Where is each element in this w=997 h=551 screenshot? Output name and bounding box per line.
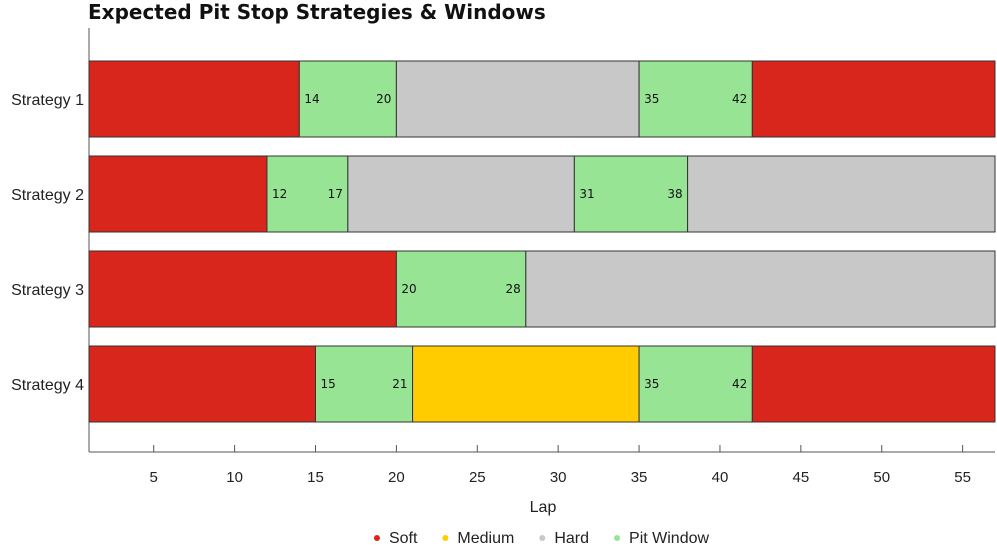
bar-segment-soft xyxy=(751,60,996,138)
pit-window-start-label: 20 xyxy=(401,282,416,296)
legend-label: Soft xyxy=(389,530,418,547)
x-tick-label: 30 xyxy=(550,469,567,486)
bar-segment-hard xyxy=(347,155,575,233)
bar-segment-hard xyxy=(395,60,640,138)
pit-window-end-label: 21 xyxy=(392,377,407,391)
x-tick-label: 15 xyxy=(307,469,324,486)
pit-window-start-label: 15 xyxy=(321,377,336,391)
plot-area: 5 10 15 20 25 30 35 40 45 50 55 Strategy 1 14 20 35 42 S… xyxy=(11,28,996,486)
x-tick-label: 55 xyxy=(954,469,971,486)
bar-segment-soft xyxy=(88,60,300,138)
x-axis-title: Lap xyxy=(530,499,557,516)
bar-segment-pit-window xyxy=(638,345,753,423)
category-label: Strategy 4 xyxy=(11,377,84,394)
bar-segment-soft xyxy=(88,250,397,328)
pit-window-end-label: 17 xyxy=(328,187,343,201)
legend: Soft Medium Hard Pit Window xyxy=(373,530,709,547)
legend-marker xyxy=(539,535,546,541)
bar-segment-hard xyxy=(525,250,996,328)
legend-label: Pit Window xyxy=(629,530,709,547)
pit-window-start-label: 31 xyxy=(579,187,594,201)
legend-marker xyxy=(614,535,621,541)
category-label: Strategy 1 xyxy=(11,92,84,109)
x-tick-label: 10 xyxy=(226,469,243,486)
bar-segment-soft xyxy=(88,155,268,233)
bar-segment-pit-window xyxy=(315,345,414,423)
x-tick-label: 40 xyxy=(712,469,729,486)
x-tick-label: 25 xyxy=(469,469,486,486)
bar-segment-soft xyxy=(88,345,316,423)
legend-marker xyxy=(442,535,449,541)
legend-item-medium: Medium xyxy=(442,530,514,547)
pit-window-end-label: 42 xyxy=(732,377,747,391)
pit-window-start-label: 12 xyxy=(272,187,287,201)
pit-window-end-label: 28 xyxy=(506,282,521,296)
bar-segment-pit-window xyxy=(395,250,527,328)
legend-item-soft: Soft xyxy=(373,530,418,547)
pit-window-end-label: 42 xyxy=(732,92,747,106)
bar-segment-pit-window xyxy=(638,60,753,138)
x-tick-label: 20 xyxy=(388,469,405,486)
category-label: Strategy 2 xyxy=(11,187,84,204)
bar-segment-soft xyxy=(751,345,996,423)
bar-segment-hard xyxy=(687,155,996,233)
category-label: Strategy 3 xyxy=(11,282,84,299)
pit-window-start-label: 14 xyxy=(304,92,319,106)
pit-window-start-label: 35 xyxy=(644,92,659,106)
legend-item-pit-window: Pit Window xyxy=(614,530,709,547)
legend-item-hard: Hard xyxy=(539,530,589,547)
bar-segment-pit-window xyxy=(573,155,689,233)
bar-segment-pit-window xyxy=(298,60,397,138)
pit-window-end-label: 38 xyxy=(667,187,682,201)
bar-segment-medium xyxy=(412,345,640,423)
x-tick-label: 35 xyxy=(631,469,648,486)
legend-label: Hard xyxy=(554,530,589,547)
chart-title: Expected Pit Stop Strategies & Windows xyxy=(88,0,546,24)
x-tick-label: 5 xyxy=(150,469,158,486)
pit-window-start-label: 35 xyxy=(644,377,659,391)
bar-segment-pit-window xyxy=(266,155,349,233)
pit-window-end-label: 20 xyxy=(376,92,391,106)
legend-label: Medium xyxy=(457,530,514,547)
legend-marker xyxy=(373,535,380,541)
x-tick-label: 45 xyxy=(793,469,810,486)
x-tick-label: 50 xyxy=(873,469,890,486)
